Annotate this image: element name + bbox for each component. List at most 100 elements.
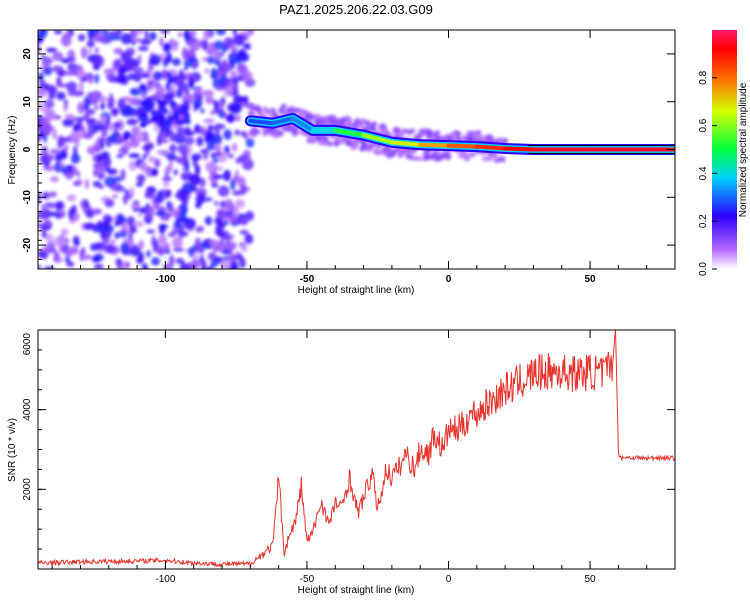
noise-blob [155,210,166,217]
signal-segment [270,116,295,126]
noise-blob [175,217,188,222]
noise-blob [179,105,186,111]
noise-blob [144,190,154,199]
noise-blob [42,123,51,136]
noise-blob [142,154,147,160]
halo-blob [423,151,430,157]
noise-blob [69,131,81,144]
noise-blob [82,254,93,260]
noise-blob [121,222,128,233]
noise-blob [44,99,55,109]
noise-blob [117,148,123,154]
halo-blob [397,133,404,139]
noise-blob [170,101,177,107]
noise-blob [204,161,216,172]
noise-blob [132,88,137,94]
noise-blob [196,136,204,147]
noise-blob [103,68,115,75]
noise-blob [243,132,249,140]
noise-blob [72,235,80,246]
noise-blob [138,83,147,91]
spectrogram-y-tick-label: -20 [22,237,33,252]
noise-blob [123,131,132,139]
halo-blob [401,128,408,134]
noise-blob [137,46,149,52]
noise-blob [112,215,118,221]
halo-blob [396,148,403,154]
noise-blob [66,194,77,202]
halo-blob [316,136,323,142]
noise-blob [39,155,48,163]
noise-blob [114,187,127,192]
noise-blob [93,35,105,43]
noise-blob [100,229,106,240]
snr-x-tick-label: 0 [446,574,452,585]
noise-blob [167,231,177,238]
signal-segment [333,128,366,138]
noise-blob [44,109,56,121]
halo-blob [423,155,430,161]
noise-blob [212,174,224,180]
noise-blob [77,101,85,114]
noise-blob [177,31,182,38]
noise-blob [43,66,53,76]
spectrogram-x-tick-label: 0 [446,274,452,285]
noise-blob [184,116,191,122]
noise-blob [110,239,116,244]
noise-blob [84,178,90,190]
noise-blob [230,178,236,191]
noise-blob [77,116,83,127]
noise-blob [176,125,185,134]
noise-blob [155,85,165,97]
noise-blob [214,151,222,157]
noise-blob [54,200,65,210]
noise-blob [238,257,246,269]
noise-blob [173,169,178,176]
noise-blob [64,144,69,153]
noise-blob [70,153,81,164]
noise-blob [152,71,163,82]
halo-blob [498,156,505,162]
noise-blob [200,108,205,114]
noise-blob [137,54,142,65]
spectrogram-marks [38,30,675,269]
noise-blob [131,126,141,135]
noise-blob [55,83,68,88]
spectrogram-y-tick-label: -10 [22,190,33,205]
halo-blob [247,110,254,116]
halo-blob [280,103,287,109]
halo-blob [314,113,321,119]
noise-blob [49,191,57,198]
signal-segment [418,142,451,148]
noise-blob [162,43,171,53]
halo-blob [473,133,480,139]
noise-blob [172,57,181,67]
noise-blob [246,30,255,36]
noise-blob [186,262,192,269]
noise-blob [212,158,220,163]
noise-blob [194,87,203,94]
noise-blob [221,74,227,81]
noise-blob [71,166,78,176]
noise-blob [166,73,173,86]
noise-blob [48,86,57,91]
noise-blob [149,31,157,41]
noise-blob [132,66,144,74]
noise-blob [99,137,105,150]
noise-blob [188,47,196,58]
noise-blob [245,138,255,148]
noise-blob [213,40,224,50]
noise-blob [148,155,156,163]
noise-blob [120,242,130,255]
signal-segment [389,140,423,147]
signal-segment [503,146,536,152]
halo-blob [256,109,263,115]
halo-blob [438,155,445,161]
halo-blob [308,135,315,141]
noise-blob [183,59,193,68]
noise-blob [128,160,138,171]
noise-blob [56,91,66,101]
halo-blob [484,136,491,142]
halo-blob [332,120,339,126]
noise-blob [50,175,59,183]
